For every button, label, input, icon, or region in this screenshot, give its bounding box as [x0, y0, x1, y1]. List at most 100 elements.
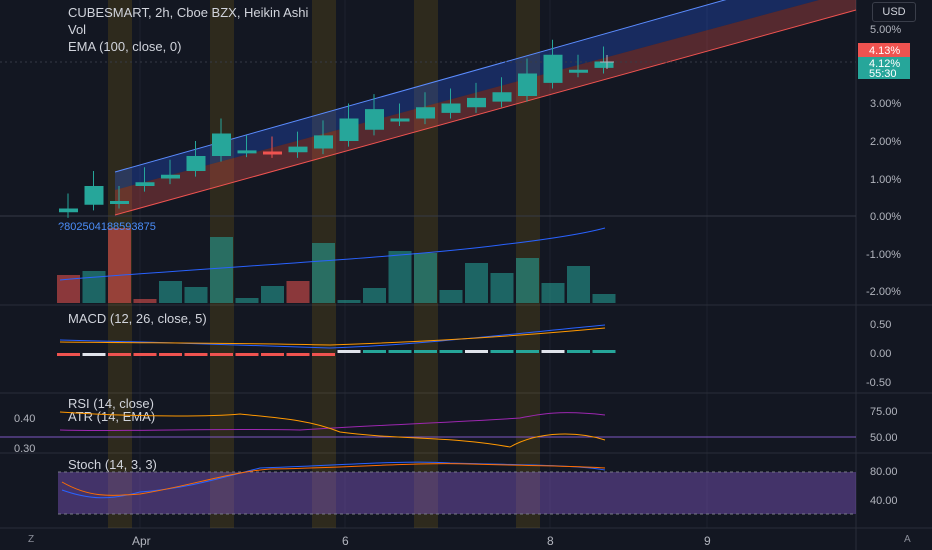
macd-histogram-bar: [82, 353, 106, 356]
stoch-d-line: [61, 463, 606, 496]
candle-body: [59, 208, 78, 213]
macd-tick: 0.50: [870, 319, 891, 331]
atr-legend[interactable]: ATR (14, EMA): [68, 409, 155, 424]
candle-body: [237, 150, 257, 154]
candle-body: [288, 146, 308, 153]
overflow-value-label: ?802504188593875: [58, 221, 156, 233]
last-price-red-tag: [858, 43, 910, 57]
ema-legend[interactable]: EMA (100, close, 0): [68, 39, 181, 54]
candlesticks: [59, 39, 614, 218]
volume-bar: [592, 294, 616, 303]
macd-signal-line: [59, 327, 606, 346]
candle-body: [263, 151, 282, 155]
macd-histogram-bar: [184, 353, 208, 356]
stoch-tick: 40.00: [870, 495, 898, 507]
volume-bar: [261, 286, 284, 303]
volume-bar: [337, 300, 361, 303]
volume-bar: [490, 273, 514, 303]
candle-body: [339, 118, 359, 141]
volume-bar: [465, 263, 488, 303]
candle-body: [314, 135, 333, 149]
stoch-band: [58, 472, 856, 514]
price-tick: -2.00%: [866, 286, 901, 298]
volume-bar: [210, 237, 233, 303]
candle-body: [212, 133, 231, 156]
candle-body: [365, 109, 384, 130]
vertical-gridlines: [139, 0, 708, 528]
candle-body: [390, 118, 410, 122]
zoom-reset-button[interactable]: Z: [28, 534, 35, 545]
price-tick: 3.00%: [870, 98, 901, 110]
macd-histogram-bar: [108, 353, 131, 356]
candle-body: [518, 73, 537, 96]
last-price-teal-label: 4.12%: [869, 58, 900, 70]
macd-histogram-bar: [567, 350, 590, 353]
volume-bar: [286, 281, 310, 303]
stoch-k-line: [61, 461, 606, 499]
time-tick: Apr: [132, 534, 151, 548]
price-tick: 5.00%: [870, 24, 901, 36]
rsi-tick: 75.00: [870, 406, 898, 418]
candle-body: [186, 156, 206, 171]
symbol-legend[interactable]: CUBESMART, 2h, Cboe BZX, Heikin Ashi: [68, 5, 308, 20]
currency-button[interactable]: USD: [872, 2, 916, 22]
macd-histogram-bar: [159, 353, 182, 356]
atr-left-tick: 0.30: [14, 443, 35, 455]
volume-bar: [567, 266, 590, 303]
volume-bar: [312, 243, 335, 303]
macd-tick: 0.00: [870, 348, 891, 360]
macd-histogram-bar: [286, 353, 310, 356]
price-tick: 0.00%: [870, 211, 901, 223]
volume-bar: [159, 281, 182, 303]
auto-scale-button[interactable]: A: [904, 534, 911, 545]
bar-countdown-label: 55:30: [869, 68, 897, 80]
volume-bar: [414, 253, 437, 303]
volume-bar: [235, 298, 259, 303]
macd-legend[interactable]: MACD (12, 26, close, 5): [68, 311, 207, 326]
macd-histogram-bar: [337, 350, 361, 353]
rsi-line: [59, 412, 606, 432]
volume-bar: [184, 287, 208, 303]
price-tick: 2.00%: [870, 136, 901, 148]
stoch-legend[interactable]: Stoch (14, 3, 3): [68, 457, 157, 472]
macd-line: [59, 324, 606, 349]
price-tick: 1.00%: [870, 174, 901, 186]
crosshair-icon: [600, 55, 614, 69]
macd-histogram-bar: [490, 350, 514, 353]
macd-histogram-bar: [541, 350, 565, 353]
price-axis[interactable]: 5.00% 3.00% 2.00% 1.00% 0.00% -1.00% -2.…: [866, 24, 901, 298]
rsi-tick: 50.00: [870, 432, 898, 444]
volume-bar: [439, 290, 463, 303]
volume-bar: [363, 288, 386, 303]
volume-bars: [57, 228, 616, 303]
candle-body: [467, 97, 486, 108]
atr-line: [59, 411, 606, 448]
rsi-legend[interactable]: RSI (14, close): [68, 396, 154, 411]
volume-bar: [82, 271, 106, 303]
macd-histogram-bar: [465, 350, 488, 353]
time-tick: 9: [704, 534, 711, 548]
candle-body: [84, 186, 104, 205]
volume-bar: [388, 251, 412, 303]
macd-histogram-bar: [210, 353, 233, 356]
volume-ma-line: [59, 227, 606, 281]
macd-tick: -0.50: [866, 377, 891, 389]
macd-histogram-bar: [592, 350, 616, 353]
time-tick: 8: [547, 534, 554, 548]
time-tick: 6: [342, 534, 349, 548]
volume-bar: [133, 299, 157, 303]
candle-body: [161, 174, 180, 179]
candle-body: [569, 69, 588, 73]
macd-histogram-bar: [261, 353, 284, 356]
volume-bar: [108, 228, 131, 303]
candle-body: [110, 201, 129, 204]
macd-histogram-bar: [133, 353, 157, 356]
candle-body: [492, 92, 512, 102]
macd-histogram-bar: [312, 353, 335, 356]
macd-histogram-bar: [57, 353, 80, 356]
price-tick: -1.00%: [866, 249, 901, 261]
macd-histogram-bar: [388, 350, 412, 353]
vol-legend[interactable]: Vol: [68, 22, 86, 37]
